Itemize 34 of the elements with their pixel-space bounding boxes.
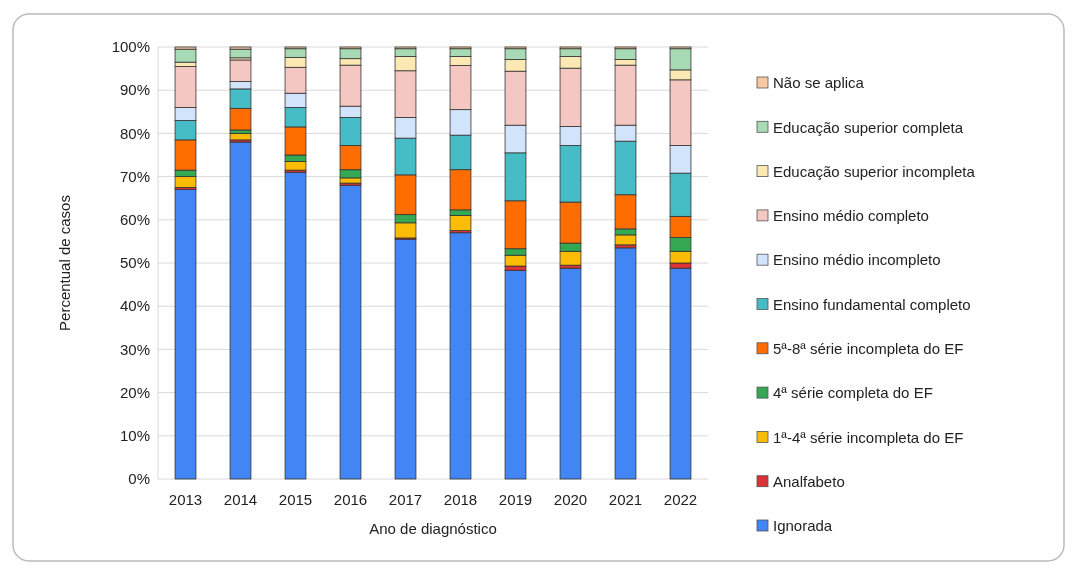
y-tick-label: 20% [119, 383, 150, 401]
legend-label: Educação superior incompleta [773, 162, 976, 180]
x-tick-label: 2022 [663, 491, 698, 508]
y-tick-label: 90% [119, 81, 150, 99]
y-tick-label: 100% [111, 38, 150, 56]
y-tick-label: 70% [119, 167, 150, 185]
x-tick-label: 2014 [223, 491, 258, 508]
y-axis-title: Percentual de casos [56, 195, 73, 331]
y-tick-label: 0% [128, 470, 150, 488]
legend-label: 5ª-8ª série incompleta do EF [773, 340, 964, 358]
legend-label: Ensino médio incompleto [773, 251, 941, 269]
x-tick-label: 2020 [553, 491, 588, 508]
legend-label: Ensino médio completo [773, 207, 929, 225]
y-tick-label: 60% [119, 211, 150, 229]
legend-label: Ignorada [773, 517, 833, 535]
y-tick-label: 30% [119, 340, 150, 358]
legend-label: Analfabeto [773, 472, 845, 490]
y-tick-label: 80% [119, 124, 150, 142]
legend-label: 4ª série completa do EF [773, 384, 933, 402]
x-tick-label: 2015 [278, 491, 313, 508]
x-tick-label: 2016 [333, 491, 368, 508]
x-tick-label: 2013 [168, 491, 203, 508]
legend-label: Não se aplica [773, 74, 865, 92]
legend-label: Educação superior completa [773, 118, 964, 136]
x-tick-label: 2018 [443, 491, 478, 508]
x-tick-label: 2021 [608, 491, 643, 508]
y-tick-label: 40% [119, 297, 150, 315]
legend-label: Ensino fundamental completo [773, 295, 971, 313]
x-axis-title: Ano de diagnóstico [369, 520, 497, 537]
y-tick-label: 50% [119, 254, 150, 272]
x-tick-label: 2017 [388, 491, 423, 508]
x-tick-label: 2019 [498, 491, 533, 508]
y-tick-label: 10% [119, 427, 150, 445]
legend-label: 1ª-4ª série incompleta do EF [773, 428, 964, 446]
